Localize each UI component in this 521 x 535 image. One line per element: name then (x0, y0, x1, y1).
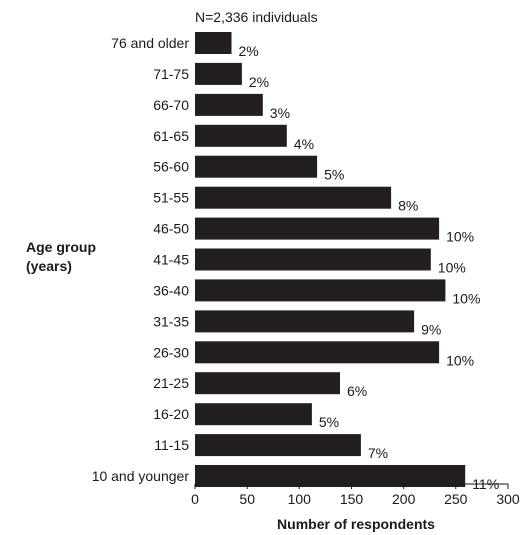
value-label: 3% (270, 105, 290, 121)
bars-group (195, 32, 466, 487)
value-label: 4% (294, 136, 314, 152)
bar (195, 217, 440, 240)
value-label: 10% (438, 260, 466, 276)
bar (195, 32, 232, 54)
category-label: 71-75 (153, 66, 189, 82)
category-label: 56-60 (153, 159, 189, 175)
x-tick-label: 300 (496, 491, 520, 507)
bar (195, 186, 392, 209)
category-label: 76 and older (111, 35, 189, 51)
category-label: 41-45 (153, 252, 189, 268)
value-label: 8% (398, 198, 418, 214)
x-tick-label: 200 (392, 491, 416, 507)
bar (195, 62, 242, 85)
bar (195, 403, 312, 426)
category-label: 26-30 (153, 344, 189, 360)
bar (195, 248, 431, 271)
x-tick-label: 100 (288, 491, 312, 507)
x-ticks-group (194, 484, 509, 489)
x-tick-label: 0 (191, 491, 199, 507)
x-tick-label: 150 (340, 491, 364, 507)
value-label: 10% (446, 352, 474, 368)
category-label: 61-65 (153, 128, 189, 144)
category-label: 36-40 (153, 282, 189, 298)
x-tick-label: 50 (239, 491, 255, 507)
value-label: 7% (368, 445, 388, 461)
category-label: 16-20 (153, 406, 189, 422)
bar (195, 372, 340, 395)
bar (195, 310, 415, 333)
value-label: 5% (324, 167, 344, 183)
category-label: 31-35 (153, 313, 189, 329)
bar (195, 465, 466, 487)
x-tick-labels-group: 0 50 100 150 200 250 300 (191, 491, 520, 507)
value-labels-group: 2%2%3%4%5%8%10%10%10%9%10%6%5%7%11% (239, 43, 500, 492)
category-labels-group: 76 and older 71-75 66-70 61-65 56-60 51-55 46-… (92, 35, 190, 484)
category-label: 10 and younger (92, 468, 190, 484)
category-label: 66-70 (153, 97, 189, 113)
category-label: 46-50 (153, 221, 189, 237)
bar (195, 93, 263, 116)
sample-size-annotation: N=2,336 individuals (195, 9, 318, 25)
value-label: 6% (347, 383, 367, 399)
bar (195, 341, 440, 364)
x-tick-label: 250 (444, 491, 468, 507)
value-label: 5% (319, 414, 339, 430)
value-label: 10% (452, 290, 480, 306)
value-label: 10% (446, 229, 474, 245)
value-label: 2% (239, 43, 259, 59)
y-axis-label-line-1: Age group (26, 239, 96, 255)
y-axis-label-line-2: (years) (26, 258, 72, 274)
bar (195, 279, 446, 302)
bar (195, 155, 318, 178)
x-axis-label: Number of respondents (277, 516, 435, 532)
category-label: 11-15 (154, 437, 189, 453)
value-label: 2% (249, 74, 269, 90)
bar (195, 124, 287, 147)
category-label: 51-55 (153, 190, 189, 206)
bar (195, 434, 361, 457)
value-label: 9% (421, 321, 441, 337)
category-label: 21-25 (153, 375, 189, 391)
